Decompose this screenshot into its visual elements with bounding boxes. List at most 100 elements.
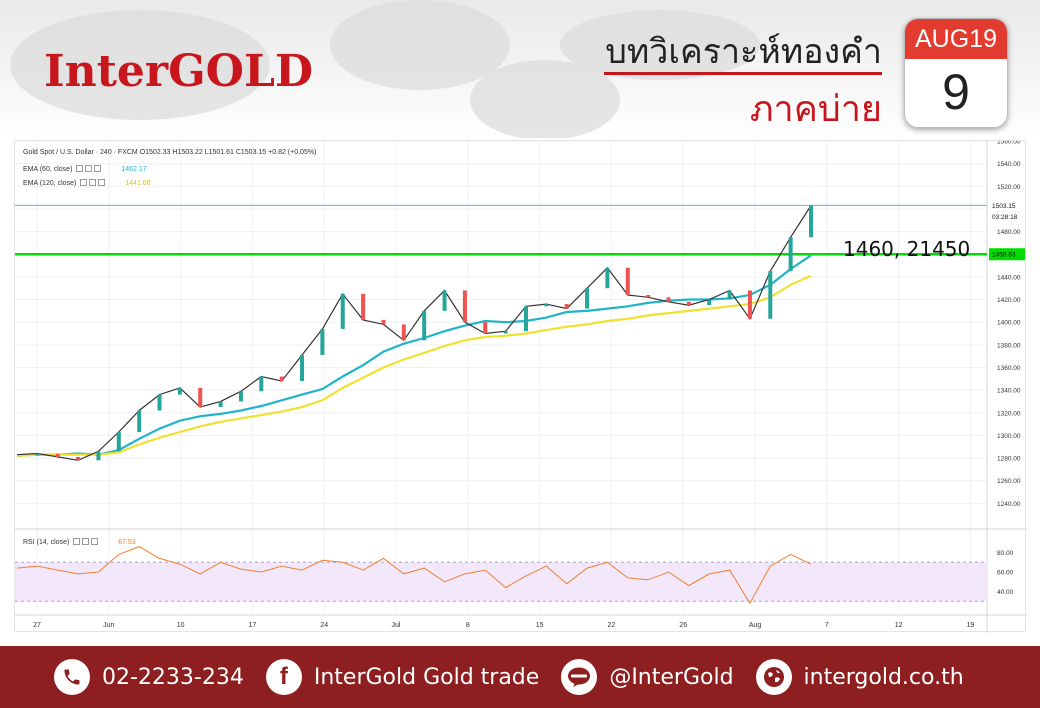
price-candle — [544, 304, 549, 307]
y-tick-label: 1420.00 — [997, 297, 1021, 304]
line-id: @InterGold — [609, 664, 734, 690]
close-icon[interactable] — [91, 538, 99, 545]
world-map-shape — [330, 0, 510, 90]
price-candle — [76, 456, 81, 461]
title-divider — [604, 72, 882, 75]
settings-icon[interactable] — [89, 179, 97, 186]
rsi-value: 67.53 — [118, 539, 136, 546]
line-icon — [561, 659, 598, 695]
ema120-legend[interactable]: EMA (120, close) 1441.08 — [23, 179, 151, 187]
facebook-contact[interactable]: f InterGold Gold trade — [265, 659, 540, 695]
countdown-tag: 03:28:18 — [992, 214, 1018, 221]
y-tick-label: 1520.00 — [997, 184, 1021, 191]
eye-icon[interactable] — [73, 538, 81, 545]
chart-canvas[interactable]: 27Jun101724Jul8152226Aug71219261240.0012… — [15, 141, 1027, 633]
price-candle — [55, 453, 60, 457]
price-candle — [361, 293, 366, 320]
y-tick-label: 1380.00 — [997, 342, 1021, 349]
line-contact[interactable]: @InterGold — [561, 659, 734, 695]
website-url: intergold.co.th — [803, 664, 964, 690]
facebook-page: InterGold Gold trade — [313, 664, 540, 690]
price-candle — [564, 304, 569, 309]
phone-number: 02-2233-234 — [102, 664, 244, 690]
eye-icon[interactable] — [76, 165, 84, 172]
x-tick-label: 26 — [679, 622, 687, 629]
ema60-line — [16, 254, 812, 457]
price-candle — [503, 331, 508, 334]
x-tick-label: 17 — [249, 622, 257, 629]
phone-icon — [54, 659, 90, 695]
price-candle — [483, 322, 488, 334]
world-map-shape — [470, 60, 620, 138]
ema120-label: EMA (120, close) — [23, 180, 77, 187]
price-candle — [646, 295, 651, 298]
price-candle — [259, 376, 264, 392]
globe-icon — [755, 659, 792, 695]
ema120-line — [16, 274, 812, 457]
price-candle — [605, 267, 610, 289]
world-map-shape — [10, 10, 270, 120]
rsi-label: RSI (14, close) — [23, 539, 70, 546]
x-tick-label: 7 — [825, 622, 829, 629]
y-tick-label: 1320.00 — [997, 410, 1021, 417]
price-candle — [279, 376, 284, 382]
website-contact[interactable]: intergold.co.th — [755, 659, 964, 695]
price-candle — [788, 237, 793, 272]
price-candle — [625, 267, 630, 295]
calendar-day: 9 — [942, 64, 970, 120]
last-price-tag: 1503.15 — [992, 203, 1016, 210]
y-tick-label: 1360.00 — [997, 365, 1021, 372]
price-candle — [768, 271, 773, 319]
world-map-shape — [560, 10, 760, 80]
price-line — [16, 205, 812, 461]
price-candle — [198, 387, 203, 408]
y-tick-label: 1240.00 — [997, 501, 1021, 508]
last-price-tag-bg — [989, 199, 1025, 212]
price-candle — [809, 205, 813, 238]
ema60-legend[interactable]: EMA (60, close) 1462.17 — [23, 165, 147, 173]
y-tick-label: 1440.00 — [997, 274, 1021, 281]
price-candle — [177, 387, 182, 395]
rsi-legend[interactable]: RSI (14, close) 67.53 — [23, 538, 136, 546]
y-tick-label: 1480.00 — [997, 229, 1021, 236]
x-tick-label: 27 — [33, 622, 41, 629]
facebook-icon: f — [265, 659, 302, 695]
support-level-tag-bg — [989, 248, 1025, 261]
y-tick-label: 1560.00 — [997, 141, 1021, 146]
y-tick-label: 1260.00 — [997, 478, 1021, 485]
page-title: บทวิเคราะห์ทองคำ — [605, 32, 882, 72]
price-candle — [381, 319, 386, 325]
y-tick-label: 1280.00 — [997, 456, 1021, 463]
close-icon[interactable] — [94, 165, 102, 172]
price-candle — [442, 290, 447, 311]
price-candle — [727, 290, 732, 300]
price-candle — [585, 288, 590, 309]
y-tick-label: 1300.00 — [997, 433, 1021, 440]
price-candle — [707, 299, 712, 306]
phone-contact[interactable]: 02-2233-234 — [54, 659, 244, 695]
footer-contact-bar: 02-2233-234 f InterGold Gold trade @Inte… — [0, 646, 1040, 708]
rsi-tick-label: 60.00 — [997, 570, 1014, 577]
price-candle — [218, 401, 223, 408]
ohlc-header: Gold Spot / U.S. Dollar · 240 · FXCM O15… — [23, 149, 317, 156]
x-tick-label: 24 — [320, 622, 328, 629]
page-subtitle: ภาคบ่าย — [749, 89, 882, 130]
price-candle — [666, 297, 671, 302]
x-tick-label: 12 — [895, 622, 903, 629]
rsi-tick-label: 80.00 — [997, 550, 1014, 557]
x-tick-label: Jul — [392, 622, 401, 629]
eye-icon[interactable] — [80, 179, 88, 186]
price-candle — [116, 432, 121, 452]
close-icon[interactable] — [98, 179, 106, 186]
settings-icon[interactable] — [82, 538, 90, 545]
price-candle — [35, 453, 40, 456]
settings-icon[interactable] — [85, 165, 93, 172]
y-tick-label: 1540.00 — [997, 161, 1021, 168]
price-candle — [137, 410, 142, 433]
price-chart[interactable]: 27Jun101724Jul8152226Aug71219261240.0012… — [14, 140, 1027, 633]
x-tick-label: Aug — [749, 622, 762, 629]
price-candle — [686, 301, 691, 306]
y-tick-label: 1340.00 — [997, 388, 1021, 395]
intergold-logo: InterGOLD — [44, 46, 314, 97]
price-candle — [340, 293, 345, 329]
